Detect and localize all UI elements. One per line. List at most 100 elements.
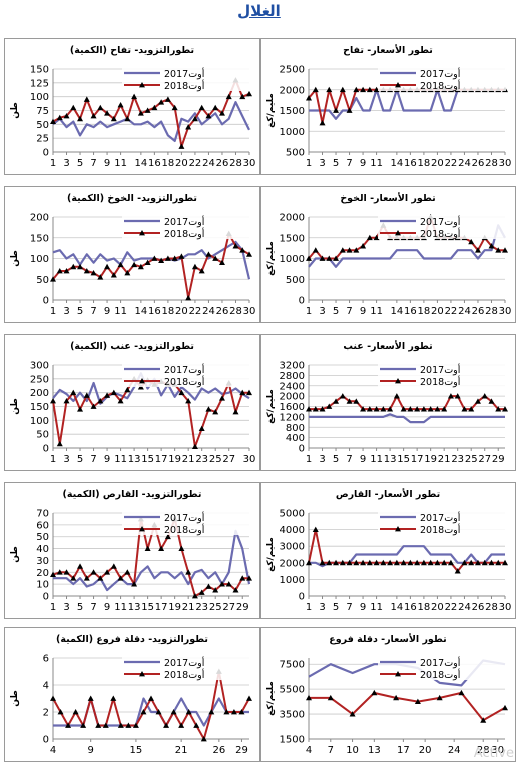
data-point-2018 [339,559,346,566]
data-point-2018 [312,406,319,412]
x-tick-label: 17 [411,454,424,465]
data-point-2018 [495,559,502,566]
data-point-2018 [414,559,421,566]
data-point-2018 [77,263,84,270]
x-tick-label: 21 [182,602,195,613]
data-point-2018 [346,398,353,404]
data-point-2018 [380,406,387,412]
series-line-2018 [52,670,250,740]
x-tick-label: 3 [63,158,69,169]
y-tick-label: 1500 [280,233,305,244]
x-tick-label: 15 [130,745,143,756]
data-point-2018 [326,255,333,261]
x-tick-label: 19 [168,454,181,465]
data-point-2018 [436,694,443,701]
data-point-2018 [461,559,468,566]
x-tick-label: 17 [397,745,410,756]
y-axis-label: طن [10,398,20,415]
y-tick-label: 50 [36,532,49,543]
data-point-2018 [56,569,63,575]
data-point-2018 [158,545,165,551]
series-line-2017 [308,224,506,268]
data-point-2018 [148,695,154,701]
chart-svg-grape-price: تطور الأسعار- عنب 04008001200160020002400… [266,340,508,465]
data-point-2018 [400,559,407,566]
x-tick-label: 7 [346,158,352,169]
data-point-2018 [132,722,139,728]
data-point-2018 [155,709,162,715]
y-tick-label: 0 [43,444,49,455]
data-point-2018 [117,397,124,404]
x-tick-label: 9 [104,602,110,613]
x-tick-label: 9 [104,454,110,465]
data-point-2018 [110,563,117,569]
data-point-2018 [232,243,239,249]
data-point-2018 [239,93,246,100]
y-axis-label: طن [10,102,20,119]
chart-panel-dates-price: تطور الأسعار- دقلة فروع 1500 3500 5500 7500 4… [260,627,516,762]
legend-label-2017: أوت2017 [420,511,461,524]
series-line-2018 [52,232,250,299]
y-tick-label: 0 [43,592,49,603]
y-tick-label: 2500 [280,65,305,76]
data-point-2018 [144,545,151,551]
y-tick-label: 500 [286,148,305,159]
y-tick-label: 2000 [280,213,305,224]
data-point-2018 [353,86,360,93]
data-point-2018 [50,571,56,578]
data-point-2018 [90,270,97,276]
series-line-2017 [309,413,505,424]
data-point-2018 [441,406,448,412]
y-tick-label: 2 [43,708,49,719]
data-point-2018 [339,86,346,93]
legend-marker-2018 [139,526,145,532]
data-point-2018 [212,255,219,261]
x-tick-label: 19 [168,602,181,613]
x-tick-label: 20 [431,158,444,169]
y-tick-label: 2400 [280,381,305,392]
data-point-2018 [124,386,131,393]
x-tick-label: 7 [90,306,96,317]
data-point-2018 [353,559,360,566]
data-point-2018 [246,251,252,257]
data-point-2018 [447,559,454,566]
x-tick-label: 21 [175,745,188,756]
data-point-2018 [218,395,225,401]
x-tick-label: 5 [333,306,339,317]
x-tick-label: 26 [472,306,485,317]
x-tick-label: 22 [445,602,458,613]
y-tick-label: 6 [43,654,49,665]
x-tick-label: 21 [182,454,195,465]
data-point-2018 [124,569,131,575]
x-tick-label: 5 [77,158,83,169]
x-tick-label: 11 [370,602,383,613]
chart-svg-peach-quantity: تطورالتزويد- الخوخ (الكمية) 0 50 100 150 200 1… [10,193,255,317]
y-tick-label: 7500 [280,660,305,671]
data-point-2018 [185,569,192,575]
data-point-2018 [312,86,319,93]
data-point-2018 [87,695,94,701]
x-tick-label: 9 [360,602,366,613]
data-point-2018 [104,392,111,398]
data-point-2018 [63,569,70,575]
data-point-2018 [56,114,63,121]
data-point-2018 [447,393,454,399]
y-tick-label: 5000 [280,509,305,520]
x-tick-label: 30 [499,306,512,317]
y-tick-label: 0 [299,592,305,603]
y-tick-label: 4000 [280,525,305,536]
x-tick-label: 25 [209,602,222,613]
data-point-2018 [232,587,239,593]
y-axis-label: طن [10,546,20,563]
data-point-2018 [131,93,138,100]
data-point-2018 [319,559,326,566]
x-tick-label: 17 [155,602,168,613]
data-point-2018 [63,397,70,404]
y-tick-label: 60 [36,520,49,531]
data-point-2018 [205,113,212,119]
x-tick-label: 9 [88,745,94,756]
data-point-2018 [191,593,198,599]
data-point-2018 [488,398,495,404]
x-tick-label: 16 [404,306,417,317]
x-tick-label: 24 [202,306,215,317]
